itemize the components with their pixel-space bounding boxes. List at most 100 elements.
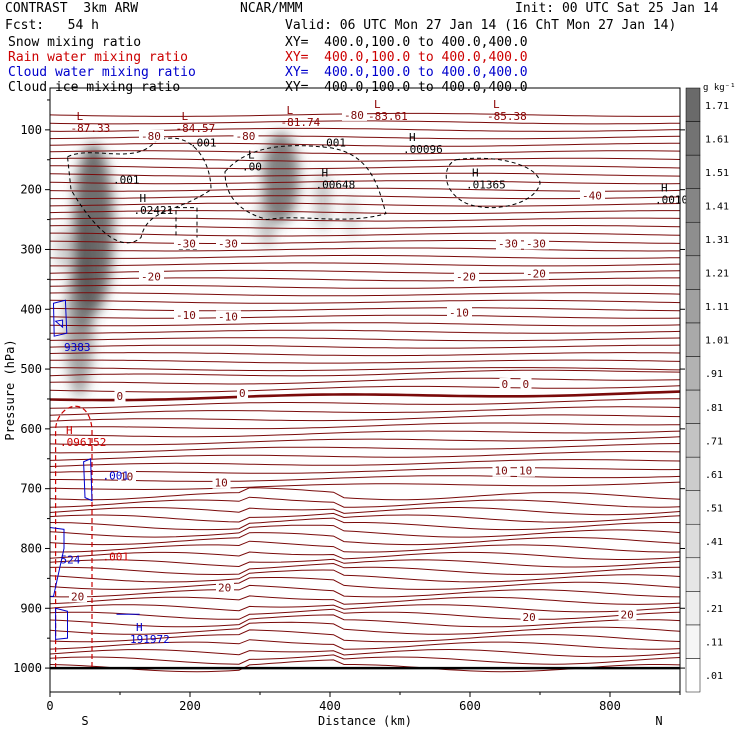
valid-time: Valid: 06 UTC Mon 27 Jan 14 (16 ChT Mon … xyxy=(285,18,677,33)
extremum-value-12: 191972 xyxy=(130,633,170,646)
temperature-contour-41 xyxy=(50,414,680,422)
temp-label-bg-21 xyxy=(517,464,535,477)
temperature-contour-8 xyxy=(50,172,680,177)
temp-label-22: 20 xyxy=(71,590,84,603)
temp-label-20: 10 xyxy=(495,465,508,478)
temperature-contour-39 xyxy=(50,398,680,409)
x-tick-label-4: 800 xyxy=(599,699,621,713)
colorbar-label-1: .11 xyxy=(705,638,723,649)
temperature-contour-69 xyxy=(50,621,680,635)
colorbar-label-3: .31 xyxy=(705,571,723,582)
extremum-kind-0: L xyxy=(77,110,84,123)
cloud-water-contour-2 xyxy=(83,458,93,502)
y-tick-label-3: 400 xyxy=(20,302,42,316)
cloud-water-label-1: .001 xyxy=(103,470,130,483)
temperature-contour-30 xyxy=(50,337,680,342)
temp-label-bg-23 xyxy=(216,581,234,594)
temp-label-bg-19 xyxy=(212,476,231,489)
temperature-contour-33 xyxy=(50,359,680,364)
y-tick-label-4: 500 xyxy=(20,362,42,376)
temp-label-13: -10 xyxy=(449,306,469,319)
extremum-kind-12: H xyxy=(136,621,143,634)
temperature-contour-9 xyxy=(50,180,680,185)
temperature-contour-47 xyxy=(50,459,680,467)
temp-label-bg-4 xyxy=(174,237,199,250)
temp-label-bg-2 xyxy=(342,108,367,121)
extremum-kind-6: H xyxy=(322,167,329,180)
temp-label-25: 20 xyxy=(621,608,634,621)
legend-rain-xy: XY= 400.0,100.0 to 400.0,400.0 xyxy=(285,50,528,65)
temperature-contour-42 xyxy=(50,422,680,430)
extremum-kind-3: L xyxy=(374,98,381,111)
temp-label-bg-1 xyxy=(233,129,259,142)
temperature-contour-67 xyxy=(50,608,680,620)
colorbar-swatch-17 xyxy=(685,87,701,122)
temperature-contour-18 xyxy=(50,247,680,252)
colorbar-label-10: 1.01 xyxy=(705,336,729,347)
extremum-value-5: .00096 xyxy=(403,143,443,156)
colorbar-swatch-11 xyxy=(685,289,701,324)
extremum-value-9: .02421 xyxy=(134,204,174,217)
y-tick-label-6: 700 xyxy=(20,482,42,496)
colorbar-swatch-10 xyxy=(685,322,701,357)
temperature-contour-72 xyxy=(50,648,680,658)
extremum-value-7: .01365 xyxy=(466,179,506,192)
colorbar-label-4: .41 xyxy=(705,537,723,548)
colorbar-label-5: .51 xyxy=(705,503,723,514)
colorbar-swatch-8 xyxy=(685,389,701,424)
x-tick-label-2: 400 xyxy=(319,699,341,713)
colorbar-label-11: 1.11 xyxy=(705,302,729,313)
temperature-contour-48 xyxy=(50,467,680,474)
temp-label-19: 10 xyxy=(215,477,228,490)
temperature-contour-26 xyxy=(50,307,680,312)
extremum-kind-2: L xyxy=(287,104,294,117)
temperature-contour-51 xyxy=(50,487,680,501)
extremum-kind-8: H xyxy=(661,182,668,195)
temp-label-bg-8 xyxy=(139,270,164,283)
init-time: Init: 00 UTC Sat 25 Jan 14 xyxy=(515,1,719,16)
temp-label-12: -10 xyxy=(218,310,238,323)
temperature-contour-31 xyxy=(50,344,680,349)
ice-label-2: .001 xyxy=(113,174,140,187)
temp-label-18: 10 xyxy=(120,471,133,484)
end-label-left: S xyxy=(81,714,88,728)
temp-label-bg-24 xyxy=(520,611,539,624)
temperature-contour-53 xyxy=(50,506,680,516)
temperature-contour-20 xyxy=(50,262,680,267)
temperature-contour-11 xyxy=(50,195,680,200)
temp-label-1: -80 xyxy=(236,130,256,143)
cloud-ice-contour-0 xyxy=(66,137,212,244)
temp-label-bg-22 xyxy=(69,590,87,603)
temperature-contour-35 xyxy=(50,369,680,377)
temp-label-bg-18 xyxy=(118,470,136,483)
rain-contour-0 xyxy=(55,405,93,669)
colorbar-label-7: .71 xyxy=(705,436,723,447)
temperature-contour-32 xyxy=(50,352,680,357)
temperature-contour-1 xyxy=(50,120,680,125)
y-tick-label-7: 800 xyxy=(20,541,42,555)
temp-label-6: -30 xyxy=(498,237,518,250)
temp-label-bg-17 xyxy=(520,378,532,391)
temperature-contour-10 xyxy=(50,187,680,192)
colorbar-label-16: 1.61 xyxy=(705,134,729,145)
extremum-value-3: -83.61 xyxy=(368,110,408,123)
extremum-value-6: .00648 xyxy=(316,179,356,192)
temperature-contour-68 xyxy=(50,614,680,628)
temperature-contour-24 xyxy=(50,292,680,297)
temperature-contour-61 xyxy=(50,562,680,576)
temperature-contour-63 xyxy=(50,577,680,590)
temperature-contour-66 xyxy=(50,604,680,613)
y-tick-label-5: 600 xyxy=(20,422,42,436)
temperature-contour-74 xyxy=(50,659,680,673)
extremum-value-4: -85.38 xyxy=(487,110,527,123)
end-label-right: N xyxy=(655,714,662,728)
colorbar-swatch-9 xyxy=(685,356,701,391)
temp-label-16: 0 xyxy=(502,378,509,391)
colorbar-swatch-3 xyxy=(685,557,701,592)
temperature-contour-57 xyxy=(50,532,680,546)
temperature-contour-14 xyxy=(50,217,680,222)
x-tick-label-3: 600 xyxy=(459,699,481,713)
temperature-contour-40 xyxy=(50,406,680,416)
temperature-contour-59 xyxy=(50,551,680,560)
temperature-contour-12 xyxy=(50,202,680,207)
